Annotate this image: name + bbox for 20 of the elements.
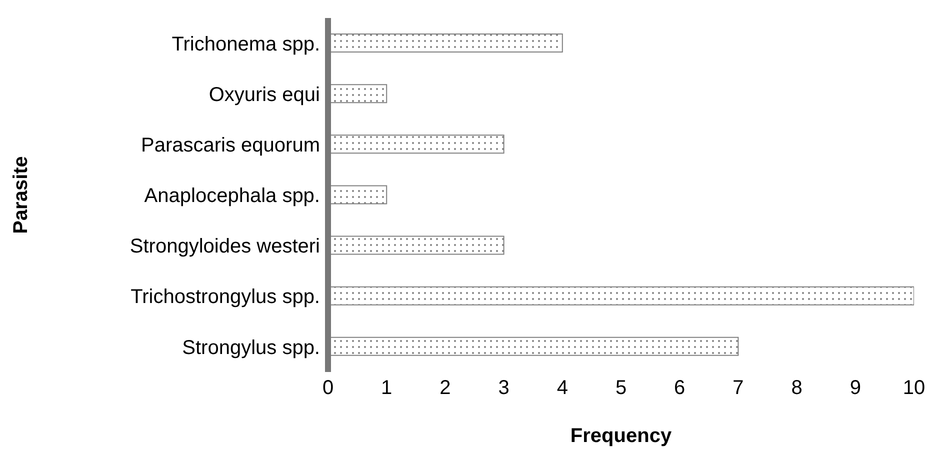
y-axis-title: Parasite xyxy=(10,156,32,234)
x-tick-label: 3 xyxy=(498,377,510,400)
x-tick-label: 2 xyxy=(440,377,451,400)
x-tick-label: 10 xyxy=(902,377,926,400)
x-tick-label: 7 xyxy=(732,377,744,400)
y-tick-label: Anaplocephala spp. xyxy=(144,185,320,208)
x-tick-label: 5 xyxy=(615,377,627,400)
x-tick-label: 8 xyxy=(791,377,802,400)
y-tick-label: Oxyuris equi xyxy=(208,84,320,106)
y-tick-label: Trichostrongylus spp. xyxy=(130,286,320,308)
x-tick-label: 4 xyxy=(556,377,568,400)
y-tick-label: Trichonema spp. xyxy=(172,33,320,56)
x-tick-label: 6 xyxy=(674,377,686,400)
y-tick-label: Strongylus spp. xyxy=(182,336,320,359)
x-tick-label: 0 xyxy=(322,377,334,400)
x-tick-label: 9 xyxy=(850,377,861,400)
y-tick-label: Strongyloides westeri xyxy=(130,236,320,258)
x-axis-title: Frequency xyxy=(570,425,672,447)
x-tick-label: 1 xyxy=(381,377,392,400)
y-tick-label: Parascaris equorum xyxy=(141,134,320,157)
